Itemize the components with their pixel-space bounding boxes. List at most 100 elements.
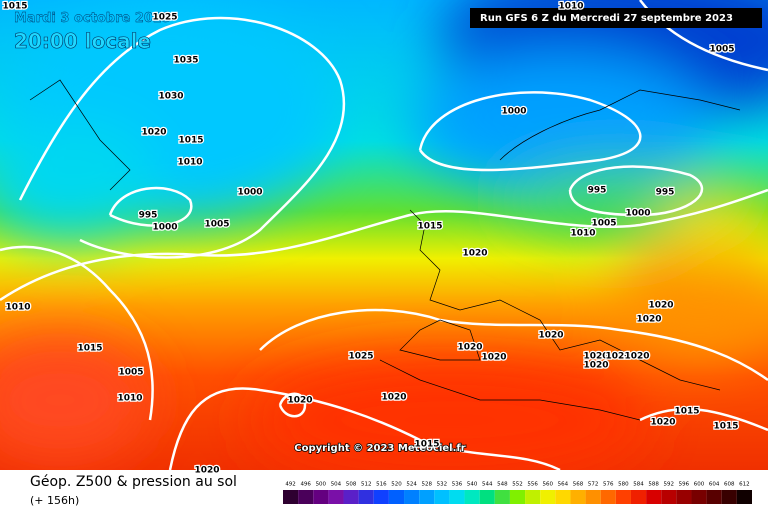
copyright: Copyright © 2023 Meteociel.fr — [294, 443, 465, 454]
isobar-label: 995 — [656, 188, 675, 198]
legend-swatch — [525, 490, 541, 504]
isobar-label: 1035 — [173, 56, 198, 66]
legend-swatch — [661, 490, 677, 504]
legend-swatch — [736, 490, 752, 504]
map-background — [0, 0, 768, 470]
legend-swatch — [388, 490, 405, 504]
legend-label: 500 — [316, 482, 327, 488]
legend-label: 588 — [648, 482, 659, 488]
isobar-label: 1020 — [636, 315, 661, 325]
isobar-label: 1020 — [481, 353, 506, 363]
legend-label: 548 — [497, 482, 508, 488]
caption-lead: (+ 156h) — [30, 494, 79, 507]
legend-swatch — [283, 490, 299, 504]
run-info: Run GFS 6 Z du Mercredi 27 septembre 202… — [480, 13, 733, 24]
legend-label: 544 — [482, 482, 493, 488]
isobar-label: 1010 — [117, 394, 142, 404]
legend-swatch — [328, 490, 344, 504]
coastlines — [29, 79, 741, 421]
isobar-label: 1020 — [605, 352, 630, 362]
isobar-label: 1030 — [158, 92, 183, 102]
isobar-label: 1020 — [141, 128, 166, 138]
isobar-label: 1020 — [583, 352, 608, 362]
forecast-date: Mardi 3 octobre 2023 — [14, 11, 171, 26]
isobar-label: 1010 — [177, 158, 202, 168]
isobar-label: 1000 — [237, 188, 262, 198]
isobar-label: 1020 — [194, 466, 219, 476]
legend-label: 516 — [376, 482, 387, 488]
caption-title: Géop. Z500 & pression au sol — [30, 474, 237, 490]
isobar-label: 1005 — [709, 45, 734, 55]
legend-label: 572 — [588, 482, 599, 488]
legend-label: 528 — [421, 482, 432, 488]
legend-label: 496 — [300, 482, 311, 488]
legend-label: 576 — [603, 482, 614, 488]
isobar-label: 1020 — [648, 301, 673, 311]
isobar-label: 995 — [139, 211, 158, 221]
legend-swatch — [509, 490, 526, 504]
isobar-label: 1005 — [591, 219, 616, 229]
isobar-label: 1015 — [77, 344, 102, 354]
run-box — [470, 8, 762, 28]
legend-label: 492 — [285, 482, 296, 488]
legend-swatch — [313, 490, 329, 504]
isobar-label: 1020 — [583, 361, 608, 371]
legend-label: 564 — [558, 482, 569, 488]
isobar-label: 1020 — [381, 393, 406, 403]
legend-swatch — [434, 490, 450, 504]
isobar-label: 1010 — [570, 229, 595, 239]
isobar-label: 1020 — [624, 352, 649, 362]
legend-label: 568 — [573, 482, 584, 488]
isobar-label: 1015 — [713, 422, 738, 432]
legend-swatch — [721, 490, 737, 504]
legend-swatch — [494, 490, 510, 504]
legend-label: 608 — [724, 482, 735, 488]
legend-label: 612 — [739, 482, 750, 488]
forecast-time: 20:00 locale — [14, 29, 151, 53]
legend-swatch — [358, 490, 374, 504]
isobar-label: 1015 — [414, 440, 439, 450]
isobar-label: 1020 — [462, 249, 487, 259]
legend-swatch — [343, 490, 359, 504]
legend-swatch — [706, 490, 722, 504]
legend-label: 584 — [633, 482, 644, 488]
isobar-label: 1015 — [2, 2, 27, 12]
legend-swatch — [298, 490, 314, 504]
legend-swatch — [585, 490, 601, 504]
color-legend: 492 496 500 504 508 512 516 520 524 528 532 536 540 5… — [283, 482, 752, 504]
legend-swatch — [555, 490, 571, 504]
legend-label: 552 — [512, 482, 523, 488]
legend-swatch — [570, 490, 586, 504]
isobars — [0, 0, 768, 470]
legend-label: 504 — [331, 482, 342, 488]
legend-swatch — [615, 490, 631, 504]
legend-swatch — [600, 490, 616, 504]
legend-label: 532 — [437, 482, 448, 488]
legend-label: 600 — [694, 482, 705, 488]
isobar-label: 1015 — [674, 407, 699, 417]
legend-label: 508 — [346, 482, 357, 488]
legend-swatch — [691, 490, 707, 504]
isobar-label: 1020 — [457, 343, 482, 353]
isobar-label: 1000 — [625, 209, 650, 219]
legend-swatch — [479, 490, 495, 504]
isobar-label: 1020 — [538, 331, 563, 341]
legend-swatch — [404, 490, 420, 504]
legend-label: 520 — [391, 482, 402, 488]
isobar-label: 1015 — [417, 222, 442, 232]
legend-label: 524 — [406, 482, 417, 488]
legend-swatch — [373, 490, 389, 504]
legend-label: 556 — [527, 482, 538, 488]
legend-label: 596 — [679, 482, 690, 488]
isobar-label: 1000 — [152, 223, 177, 233]
isobar-label: 1020 — [650, 418, 675, 428]
legend-swatch — [630, 490, 647, 504]
legend-label: 536 — [452, 482, 463, 488]
legend-label: 604 — [709, 482, 720, 488]
legend-swatch — [646, 490, 662, 504]
legend-label: 512 — [361, 482, 372, 488]
isobar-label: 1025 — [152, 13, 177, 23]
isobar-label: 1010 — [5, 303, 30, 313]
